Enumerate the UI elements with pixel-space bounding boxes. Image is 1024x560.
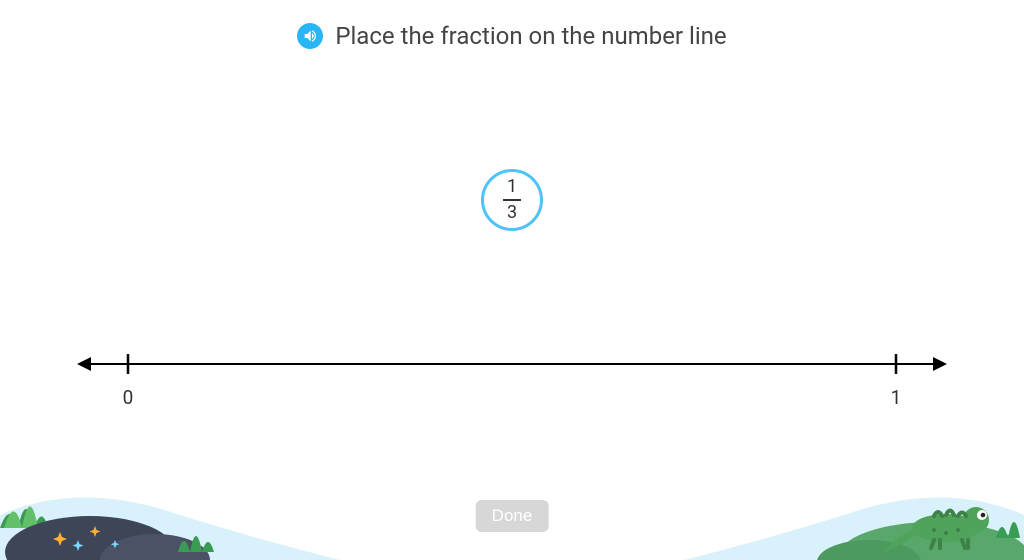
speaker-icon (302, 28, 318, 44)
number-line-svg (77, 352, 947, 376)
fraction-bar (503, 199, 521, 201)
fraction-numerator: 1 (507, 177, 517, 197)
instruction-title: Place the fraction on the number line (335, 22, 726, 50)
number-line[interactable]: 0 1 (0, 352, 1024, 410)
fraction-token[interactable]: 1 3 (481, 169, 543, 231)
scenery-right (684, 460, 1024, 560)
fraction-denominator: 3 (507, 203, 517, 223)
scenery-left (0, 460, 340, 560)
tick-label-1: 1 (891, 386, 902, 409)
tick-label-0: 0 (123, 386, 134, 409)
audio-button[interactable] (297, 23, 323, 49)
fraction-display: 1 3 (503, 177, 521, 222)
done-button[interactable]: Done (476, 500, 549, 532)
